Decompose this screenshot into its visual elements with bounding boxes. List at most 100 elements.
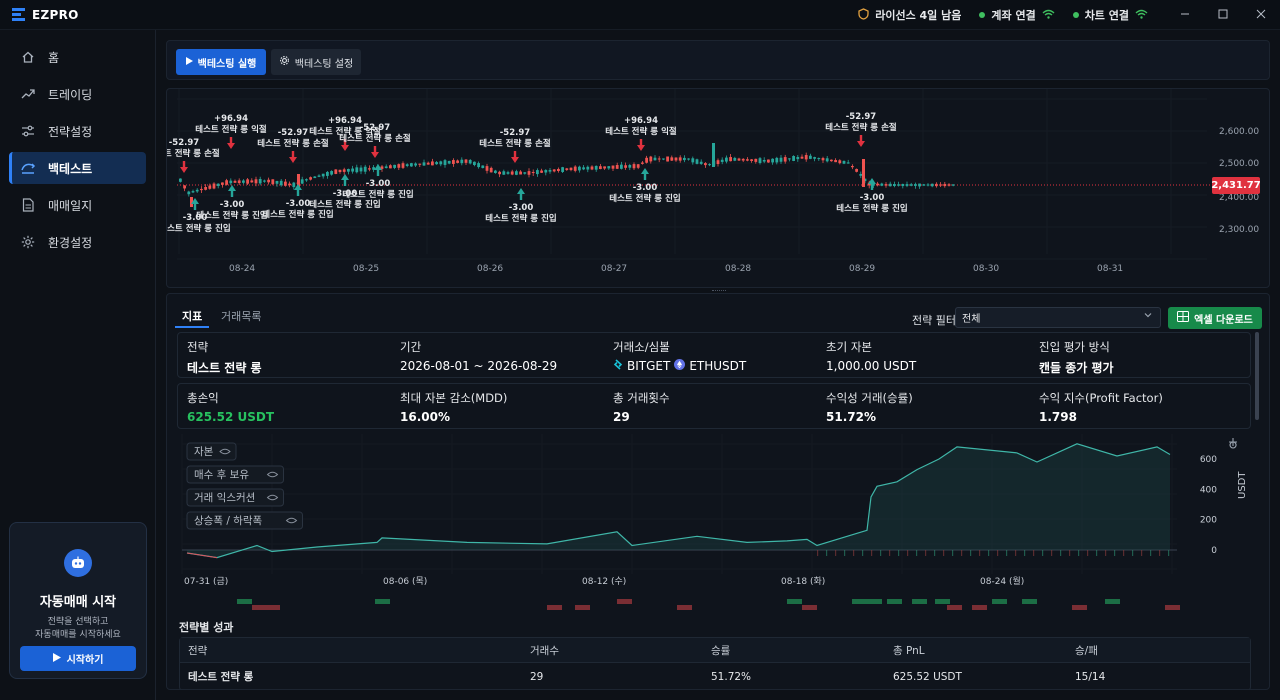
sell-arrow-icon: [289, 151, 297, 163]
candle-body: [800, 156, 804, 159]
trade-excursion-box: [265, 605, 280, 610]
sidebar: 홈 트레이딩 전략설정 백테스트 매매일지 환경설정 자동매매 시작 전략을 선…: [0, 30, 156, 700]
legend-item[interactable]: 거래 익스커션: [186, 488, 284, 507]
column-header[interactable]: 거래수: [530, 644, 559, 657]
trade-pnl-label: -52.97: [360, 123, 390, 133]
excursion-bar: [1087, 550, 1089, 556]
stat-mdd: 최대 자본 감소(MDD) 16.00%: [400, 390, 507, 424]
column-header[interactable]: 전략: [188, 644, 208, 657]
trade-note-label: 테스트 전략 롱 손절: [825, 122, 897, 133]
backtest-toolbar: 백테스팅 실행 백테스팅 설정: [166, 40, 1270, 80]
account-status: 계좌 연결: [979, 7, 1055, 23]
sidebar-item-strategy[interactable]: 전략설정: [9, 115, 146, 147]
excursion-bar: [1132, 550, 1134, 556]
candle-body: [851, 165, 854, 168]
candle-body: [876, 183, 879, 186]
candle-body: [716, 160, 720, 165]
shield-icon: [858, 7, 869, 23]
candle-body: [405, 164, 409, 166]
excursion-bar: [862, 550, 864, 556]
candle-body: [783, 157, 787, 162]
panel-resize-handle[interactable]: [712, 290, 726, 292]
candle-body: [708, 164, 711, 166]
trade-note-label: 테스트 전략 롱 익절: [605, 126, 677, 137]
excursion-bar: [1159, 550, 1161, 556]
excursion-bar: [835, 550, 837, 556]
equity-chart[interactable]: 600 400 200 0 USDT 07-31 (금) 08-06 (목) 08-12 (수…: [177, 434, 1257, 614]
performance-table: 전략 거래수 승률 총 PnL 승/패 테스트 전략 롱 29 51.72% 6…: [179, 637, 1251, 689]
strategy-filter-select[interactable]: 전체: [955, 307, 1161, 328]
trade-pnl-label: -3.00: [286, 199, 311, 209]
trade-excursion-box: [802, 605, 817, 610]
candle-body: [515, 171, 518, 175]
trade-pnl-label: -52.97: [846, 112, 876, 122]
candle-body: [880, 183, 884, 186]
tab-trade-list[interactable]: 거래목록: [221, 310, 262, 323]
start-auto-trading-button[interactable]: 시작하기: [20, 646, 136, 671]
buy-arrow-icon: [374, 164, 382, 176]
trade-note-label: 테스트 전략 롱 손절: [257, 138, 329, 149]
excursion-bar: [943, 550, 945, 556]
price-chart-panel[interactable]: 2,600.00 2,500.00 2,400.00 2,300.00 08-24 08-…: [166, 88, 1270, 288]
stat-value: 625.52 USDT: [187, 410, 275, 424]
backtest-settings-button[interactable]: 백테스팅 설정: [271, 49, 361, 75]
excursion-bar: [1150, 550, 1152, 556]
x-axis-tick: 08-12 (수): [582, 576, 626, 587]
x-axis-tick: 08-24: [229, 264, 255, 274]
current-price-tag: 2,431.77: [1211, 177, 1261, 194]
excursion-bar: [916, 550, 918, 556]
x-axis-tick: 08-30: [973, 264, 999, 274]
candle-body: [611, 165, 615, 169]
vertical-scrollbar[interactable]: [1255, 332, 1259, 420]
tab-metrics[interactable]: 지표: [182, 310, 203, 323]
trade-excursion-box: [852, 599, 867, 604]
candle-body: [473, 161, 476, 166]
maximize-button[interactable]: [1204, 0, 1242, 30]
candle-body: [565, 168, 569, 170]
candle-body: [443, 160, 447, 165]
sidebar-item-settings[interactable]: 환경설정: [9, 226, 146, 258]
legend-item[interactable]: 상승폭 / 하락폭: [186, 511, 303, 530]
x-axis-tick: 08-25: [353, 264, 379, 274]
trade-note-label: 테스트 전략 롱 진입: [262, 209, 333, 220]
sidebar-item-trading[interactable]: 트레이딩: [9, 78, 146, 110]
table-row[interactable]: 테스트 전략 롱 29 51.72% 625.52 USDT 15/14: [180, 663, 1250, 689]
candle-body: [246, 179, 249, 184]
candle-body: [943, 183, 947, 187]
sidebar-item-backtest[interactable]: 백테스트: [9, 152, 146, 184]
excursion-bar: [979, 550, 981, 556]
performance-title: 전략별 성과: [179, 621, 234, 634]
stat-label: 전략: [187, 340, 209, 354]
candle-body: [578, 166, 581, 171]
run-backtest-button[interactable]: 백테스팅 실행: [176, 49, 266, 75]
sell-arrow-icon: [637, 139, 645, 151]
candlestick-chart[interactable]: 2,600.00 2,500.00 2,400.00 2,300.00 08-24 08-…: [167, 89, 1270, 288]
trade-note-label: 테스트 전략 롱 진입: [309, 199, 380, 210]
candle-body: [401, 163, 405, 168]
candle-body: [229, 180, 233, 184]
sidebar-item-home[interactable]: 홈: [9, 41, 146, 73]
excursion-bar: [988, 550, 990, 556]
candle-body: [397, 164, 401, 168]
candle-body: [838, 160, 842, 164]
y-axis-tick: 600: [1200, 455, 1217, 465]
candle-body: [645, 157, 648, 163]
minimize-button[interactable]: [1166, 0, 1204, 30]
results-panel: 지표 거래목록 전략 필터 전체 엑셀 다운로드 전략 테스트 전략 롱 기간 …: [166, 293, 1270, 690]
trade-note-label: 테스트 전략 롱 진입: [196, 210, 267, 221]
column-header[interactable]: 총 PnL: [893, 644, 925, 657]
column-header[interactable]: 승률: [711, 644, 731, 657]
excel-download-button[interactable]: 엑셀 다운로드: [1168, 307, 1262, 329]
excursion-bar: [1051, 550, 1053, 556]
stat-value: 1,000.00 USDT: [826, 359, 917, 373]
candle-body: [897, 184, 900, 186]
legend-item[interactable]: 매수 후 보유: [186, 465, 284, 484]
stat-value: 1.798: [1039, 410, 1077, 424]
column-header[interactable]: 승/패: [1075, 644, 1098, 657]
stat-value: BITGET ETHUSDT: [613, 359, 746, 373]
sidebar-item-journal[interactable]: 매매일지: [9, 189, 146, 221]
close-button[interactable]: [1242, 0, 1280, 30]
legend-item[interactable]: 자본: [186, 442, 237, 461]
candle-body: [733, 157, 737, 161]
candle-body: [662, 158, 665, 160]
